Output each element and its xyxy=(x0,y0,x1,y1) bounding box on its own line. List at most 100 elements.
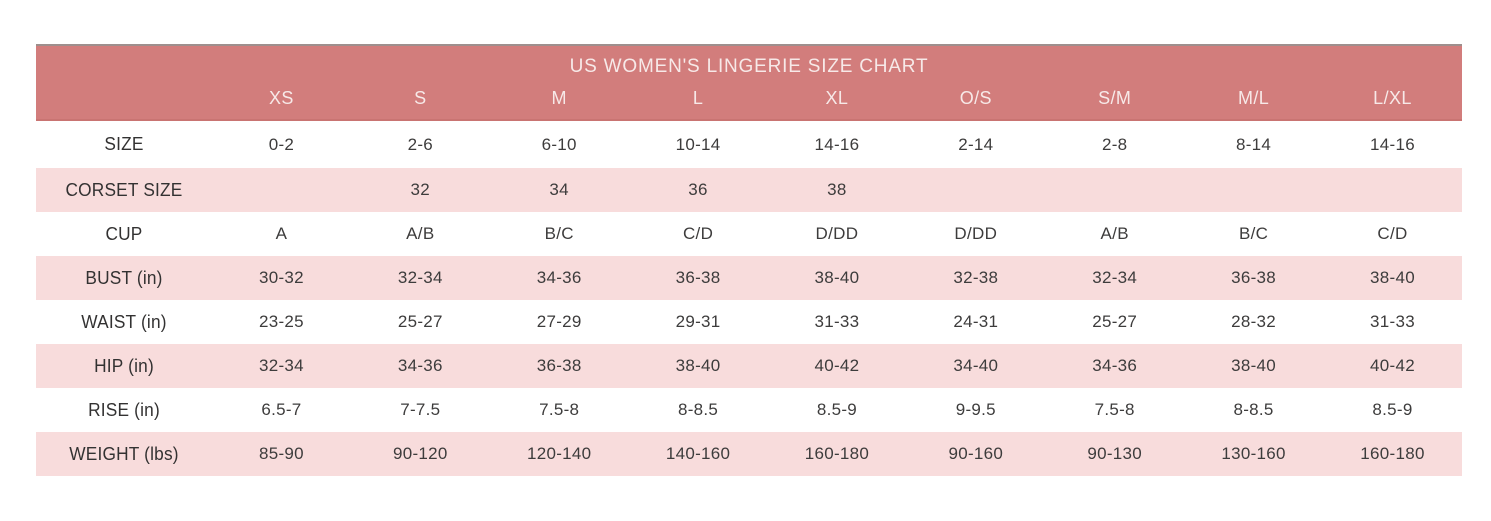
data-cell: 6.5-7 xyxy=(261,400,302,419)
data-cell: 38-40 xyxy=(1370,268,1415,287)
data-cell: C/D xyxy=(682,224,714,243)
data-cell xyxy=(1184,168,1323,212)
data-cell: 140-160 xyxy=(665,444,731,463)
table-row: HIP (in) 32-34 34-36 36-38 38-40 40-42 34-40 34… xyxy=(36,344,1462,388)
data-cell: 7-7.5 xyxy=(400,400,441,419)
column-header: O/S xyxy=(906,84,1046,121)
data-cell: 30-32 xyxy=(258,268,304,287)
row-label: SIZE xyxy=(104,134,144,154)
data-cell xyxy=(1045,168,1184,212)
data-cell: 90-160 xyxy=(948,444,1004,463)
data-cell: 34-36 xyxy=(397,356,443,375)
data-cell: 160-180 xyxy=(804,444,870,463)
data-cell: 34-36 xyxy=(536,268,582,287)
data-cell: B/C xyxy=(1238,224,1269,243)
data-cell: 14-16 xyxy=(814,134,860,154)
data-cell: 36-38 xyxy=(675,268,721,287)
chart-title: US WOMEN'S LINGERIE SIZE CHART xyxy=(36,45,1462,84)
data-cell: 32-38 xyxy=(953,268,999,287)
data-cell: 36 xyxy=(688,180,708,199)
data-cell: 31-33 xyxy=(814,312,860,331)
data-cell: B/C xyxy=(544,224,574,243)
data-cell: 160-180 xyxy=(1360,444,1425,463)
table-header: US WOMEN'S LINGERIE SIZE CHART XS S M L XL O/… xyxy=(36,45,1462,121)
data-cell: 28-32 xyxy=(1231,312,1277,331)
data-cell: 34-36 xyxy=(1092,356,1138,375)
data-cell: 23-25 xyxy=(258,312,304,331)
table-row: CUP A A/B B/C C/D D/DD D/DD A/B B/C C/D xyxy=(36,212,1462,256)
data-cell: 32-34 xyxy=(258,356,304,375)
size-chart-table: US WOMEN'S LINGERIE SIZE CHART XS S M L XL O/… xyxy=(36,44,1462,476)
data-cell: 8.5-9 xyxy=(816,400,858,419)
data-cell: D/DD xyxy=(815,224,859,243)
row-label: WAIST (in) xyxy=(81,311,167,332)
data-cell: 130-160 xyxy=(1221,444,1286,463)
data-cell: 8-8.5 xyxy=(1233,400,1274,419)
data-cell: 8.5-9 xyxy=(1372,400,1413,419)
data-cell: 29-31 xyxy=(675,312,721,331)
data-cell: A xyxy=(275,224,288,243)
data-cell: 34 xyxy=(549,180,569,199)
data-cell: 34-40 xyxy=(953,356,999,375)
data-cell: 90-120 xyxy=(392,444,448,463)
data-cell: 2-8 xyxy=(1101,134,1128,154)
column-header: XS xyxy=(212,84,351,121)
data-cell: 0-2 xyxy=(268,134,295,154)
data-cell: 38-40 xyxy=(1231,356,1277,375)
row-label: HIP (in) xyxy=(94,355,154,376)
data-cell: 36-38 xyxy=(1231,268,1277,287)
data-cell: 38-40 xyxy=(675,356,721,375)
data-cell: 85-90 xyxy=(258,444,304,463)
data-cell: 38-40 xyxy=(814,268,860,287)
data-cell: 32 xyxy=(410,180,431,199)
data-cell: 7.5-8 xyxy=(1094,400,1135,419)
data-cell: 36-38 xyxy=(536,356,582,375)
data-cell: 32-34 xyxy=(1092,268,1138,287)
data-cell: 10-14 xyxy=(675,134,721,154)
table-row: BUST (in) 30-32 32-34 34-36 36-38 38-40 32-38 3… xyxy=(36,256,1462,300)
data-cell xyxy=(1323,168,1462,212)
table-body: SIZE 0-2 2-6 6-10 10-14 14-16 2-14 2-8 8-14 14-16… xyxy=(36,120,1462,476)
data-cell: 8-14 xyxy=(1235,134,1272,154)
data-cell: A/B xyxy=(1100,224,1129,243)
column-header-row: XS S M L XL O/S S/M M/L L/XL xyxy=(36,84,1462,121)
data-cell: 25-27 xyxy=(1092,312,1138,331)
data-cell xyxy=(906,168,1045,212)
row-label: CORSET SIZE xyxy=(65,179,183,200)
data-cell: 40-42 xyxy=(1370,356,1415,375)
row-label: RISE (in) xyxy=(88,399,160,420)
data-cell: 2-14 xyxy=(958,134,994,154)
row-label: WEIGHT (lbs) xyxy=(69,443,179,464)
table-row: WEIGHT (lbs) 85-90 90-120 120-140 140-160 160… xyxy=(36,432,1462,476)
data-cell: 25-27 xyxy=(397,312,443,331)
data-cell: 24-31 xyxy=(953,312,999,331)
column-header: XL xyxy=(767,84,907,121)
data-cell: C/D xyxy=(1377,224,1408,243)
data-cell: 27-29 xyxy=(536,312,582,331)
table-row: CORSET SIZE 32 34 36 38 xyxy=(36,168,1462,212)
data-cell: 38 xyxy=(827,180,847,199)
column-header: L/XL xyxy=(1323,84,1462,121)
data-cell: D/DD xyxy=(954,224,998,243)
column-header: M/L xyxy=(1184,84,1323,121)
data-cell: 40-42 xyxy=(814,356,860,375)
data-cell xyxy=(212,168,351,212)
data-cell: 32-34 xyxy=(397,268,443,287)
table-row: RISE (in) 6.5-7 7-7.5 7.5-8 8-8.5 8.5-9 9-9.5 7… xyxy=(36,388,1462,432)
table-row: SIZE 0-2 2-6 6-10 10-14 14-16 2-14 2-8 8-14 14-16 xyxy=(36,120,1462,168)
row-label: CUP xyxy=(105,223,143,244)
data-cell: 8-8.5 xyxy=(677,400,719,419)
data-cell: 90-130 xyxy=(1087,444,1143,463)
data-cell: 9-9.5 xyxy=(955,400,996,419)
data-cell: 6-10 xyxy=(541,134,577,154)
column-header: L xyxy=(628,84,768,121)
data-cell: 7.5-8 xyxy=(539,400,580,419)
row-label: BUST (in) xyxy=(85,267,163,288)
data-cell: 120-140 xyxy=(526,444,592,463)
table-row: WAIST (in) 23-25 25-27 27-29 29-31 31-33 24-31… xyxy=(36,300,1462,344)
data-cell: 31-33 xyxy=(1370,312,1415,331)
column-header: S xyxy=(350,84,490,121)
corner-cell xyxy=(36,84,212,121)
column-header: S/M xyxy=(1045,84,1185,121)
